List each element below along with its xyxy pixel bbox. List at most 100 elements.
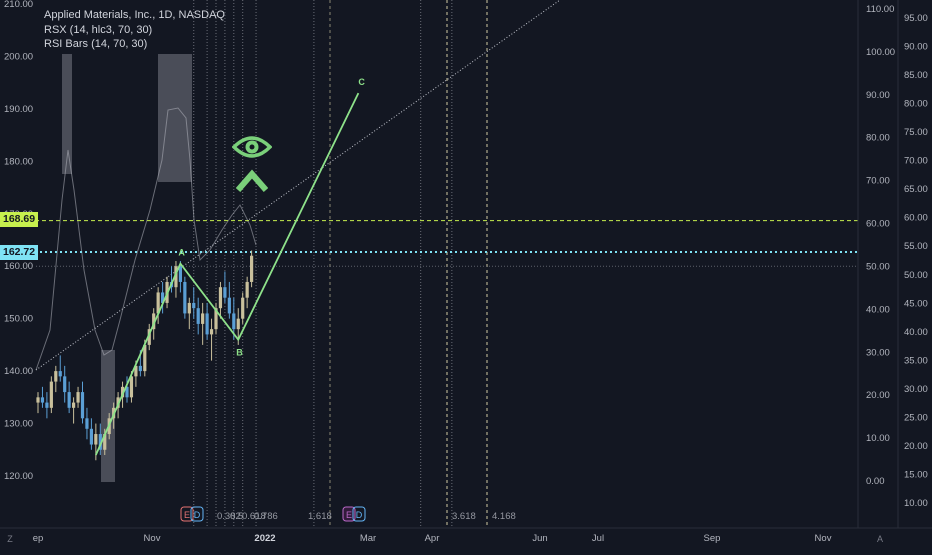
time-tick-label: Jun [532,533,547,544]
event-marker [342,506,356,522]
symbol-title[interactable]: Applied Materials, Inc., 1D, NASDAQ [44,9,225,21]
candle-body [236,318,240,330]
time-tick-label: Sep [704,533,721,544]
candle-body [72,402,76,408]
price-tick-label: 150.00 [4,314,33,325]
rsi-bars-tick-label: 85.00 [904,70,928,81]
candle-body [63,376,67,393]
rsx-tick-label: 10.00 [866,433,890,444]
event-marker-label: D [194,510,201,520]
candle-body [134,365,138,377]
price-tick-label: 180.00 [4,156,33,167]
price-tick-label: 140.00 [4,366,33,377]
event-marker-label: E [184,510,190,520]
rsx-tick-label: 60.00 [866,219,890,230]
rsx-line [35,107,257,371]
candle-body [218,287,223,309]
rsi-bars-tick-label: 65.00 [904,184,928,195]
highlight-zone [158,54,192,182]
rsi-bars-tick-label: 75.00 [904,127,928,138]
candle-body [67,392,71,408]
rsi-bars-tick-label: 90.00 [904,42,928,53]
candle-body [80,392,85,419]
candle-body [89,428,93,445]
price-tag-cyan: 162.72 [0,245,39,260]
candle-body [120,386,125,398]
wave-path [95,92,360,456]
rsi-bars-tick-label: 45.00 [904,298,928,309]
candle-body [209,329,214,335]
time-tick-label: Nov [815,533,832,544]
time-tick-label: ep [33,533,44,544]
candle-body [49,381,53,408]
rsi-bars-tick-label: 35.00 [904,355,928,366]
fib-level-label: 0.618 [242,511,266,522]
candle-body [40,397,45,403]
auto-scale-button[interactable]: A [876,534,883,544]
rsi-bars-tick-label: 60.00 [904,213,928,224]
rsi-bars-tick-label: 25.00 [904,412,928,423]
rsx-tick-label: 40.00 [866,304,890,315]
event-marker [352,506,366,522]
rsi-bars-tick-label: 55.00 [904,241,928,252]
rsi-bars-tick-label: 70.00 [904,156,928,167]
rsx-tick-label: 90.00 [866,90,890,101]
candle-body [54,371,58,382]
price-tag-green: 168.69 [0,212,39,227]
candle-body [205,313,209,335]
wave-label-c: C [358,77,365,87]
event-marker [180,506,194,522]
candle-body [232,313,236,330]
rsi-bars-tick-label: 20.00 [904,441,928,452]
candle-body [223,287,227,298]
candle-body [94,434,98,445]
candle-body [98,434,102,450]
rsx-tick-label: 110.00 [866,4,894,15]
rsi-bars-tick-label: 30.00 [904,384,928,395]
candle-body [241,297,245,319]
eye-icon [232,136,272,158]
candle-body [201,313,205,324]
timezone-button[interactable]: Z [7,534,13,544]
candle-body [129,376,134,398]
candle-body [214,308,218,330]
rsx-tick-label: 50.00 [866,261,890,272]
rsi-bars-tick-label: 80.00 [904,99,928,110]
event-marker [190,506,204,522]
candle-body [103,434,107,450]
event-marker-label: D [356,510,363,520]
candle-body [183,281,187,314]
candle-body [250,255,254,282]
chevron-up-icon [236,169,268,192]
candle-body [192,302,196,309]
fib-level-label: 1.618 [308,511,332,522]
rsi-bars-tick-label: 50.00 [904,270,928,281]
fib-level-label: 0.5 [230,511,243,522]
fib-level-label: 0.382 [217,511,241,522]
indicator-rsi-bars-label[interactable]: RSI Bars (14, 70, 30) [44,38,148,50]
price-tick-label: 210.00 [4,0,33,10]
candle-body [45,402,49,408]
time-tick-label: Jul [592,533,604,544]
price-tick-label: 190.00 [4,104,33,115]
rsx-tick-label: 0.00 [866,476,885,487]
rsi-bars-tick-label: 95.00 [904,13,928,24]
wave-label-a: A [178,248,185,258]
rsx-tick-label: 80.00 [866,133,890,144]
candle-body [58,371,62,377]
price-tick-label: 120.00 [4,471,33,482]
price-tick-label: 130.00 [4,419,33,430]
indicator-rsx-label[interactable]: RSX (14, hlc3, 70, 30) [44,23,153,36]
fib-level-label: 3.618 [452,511,476,522]
candle-body [174,266,178,288]
wave-label-b: B [236,348,243,358]
price-tick-label: 160.00 [4,261,33,272]
fib-level-label: 4.168 [492,511,516,522]
candle-body [245,281,249,298]
candle-body [156,292,160,314]
time-tick-label: 2022 [254,533,275,544]
candle-body [161,292,165,303]
